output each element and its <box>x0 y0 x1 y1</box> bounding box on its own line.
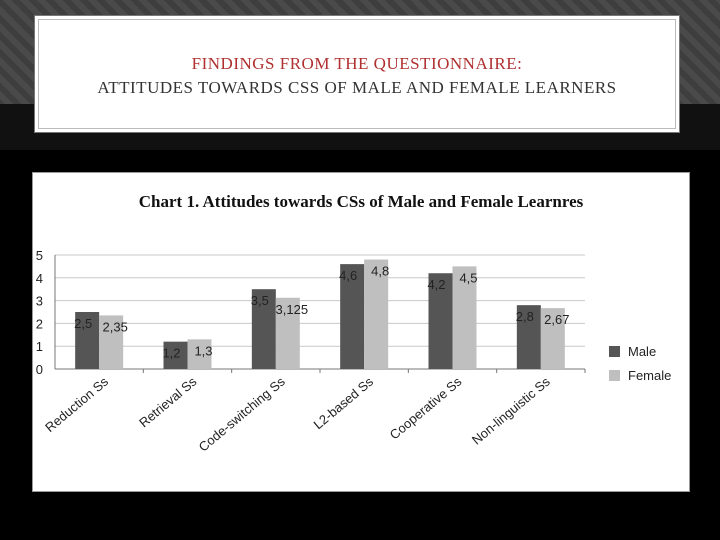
data-label: 4,6 <box>339 268 357 283</box>
legend-swatch-male <box>609 345 620 357</box>
y-tick-label: 5 <box>36 248 43 263</box>
legend-item-male: Male <box>609 339 671 363</box>
bar-female <box>452 266 477 369</box>
y-tick-label: 0 <box>36 362 43 377</box>
chart-panel: Chart 1. Attitudes towards CSs of Male a… <box>32 172 690 492</box>
bar-male <box>163 341 188 369</box>
bar-male <box>428 273 453 369</box>
slide-title: FINDINGS FROM THE QUESTIONNAIRE: <box>191 54 523 73</box>
bar-female <box>275 297 300 369</box>
data-label: 2,67 <box>544 312 569 327</box>
x-category-label: L2-based Ss <box>311 373 377 432</box>
chart-legend: Male Female <box>609 339 671 387</box>
data-label: 4,8 <box>371 264 389 279</box>
y-tick-label: 2 <box>36 316 43 331</box>
y-tick-label: 3 <box>36 294 43 309</box>
data-label: 2,5 <box>74 316 92 331</box>
x-category-label: Code-switching Ss <box>196 373 288 454</box>
data-label: 1,2 <box>162 346 180 361</box>
data-label: 4,5 <box>459 270 477 285</box>
x-category-label: Reduction Ss <box>42 373 111 435</box>
bar-chart: 0 1 2 3 4 5 2,5 2,35 Reduction Ss 1,2 1,3 Retrieval… <box>36 248 586 454</box>
bar-male <box>340 264 365 369</box>
data-label: 4,2 <box>427 277 445 292</box>
chart-title: Chart 1. Attitudes towards CSs of Male a… <box>138 192 584 211</box>
slide-title-box: FINDINGS FROM THE QUESTIONNAIRE: ATTITUD… <box>34 15 680 133</box>
legend-label-female: Female <box>628 367 672 383</box>
data-label: 2,8 <box>516 309 534 324</box>
x-category-label: Non-linguistic Ss <box>469 373 553 447</box>
data-label: 3,5 <box>251 293 269 308</box>
bar-female <box>540 308 565 369</box>
y-tick-label: 1 <box>36 339 43 354</box>
data-label: 3,125 <box>276 302 309 317</box>
y-tick-label: 4 <box>36 271 43 286</box>
slide-subtitle: ATTITUDES TOWARDS CSS OF MALE AND FEMALE… <box>97 78 617 97</box>
bar-female <box>187 339 212 369</box>
x-category-label: Cooperative Ss <box>387 373 465 442</box>
bar-male <box>516 305 541 369</box>
legend-swatch-female <box>609 369 620 381</box>
bar-female <box>99 315 124 369</box>
bar-male <box>75 312 100 369</box>
legend-label-male: Male <box>628 343 657 359</box>
bar-male <box>251 289 276 369</box>
x-category-label: Retrieval Ss <box>136 373 200 430</box>
legend-item-female: Female <box>609 363 671 387</box>
data-label: 1,3 <box>194 343 212 358</box>
data-label: 2,35 <box>103 319 128 334</box>
bar-female <box>364 259 389 369</box>
